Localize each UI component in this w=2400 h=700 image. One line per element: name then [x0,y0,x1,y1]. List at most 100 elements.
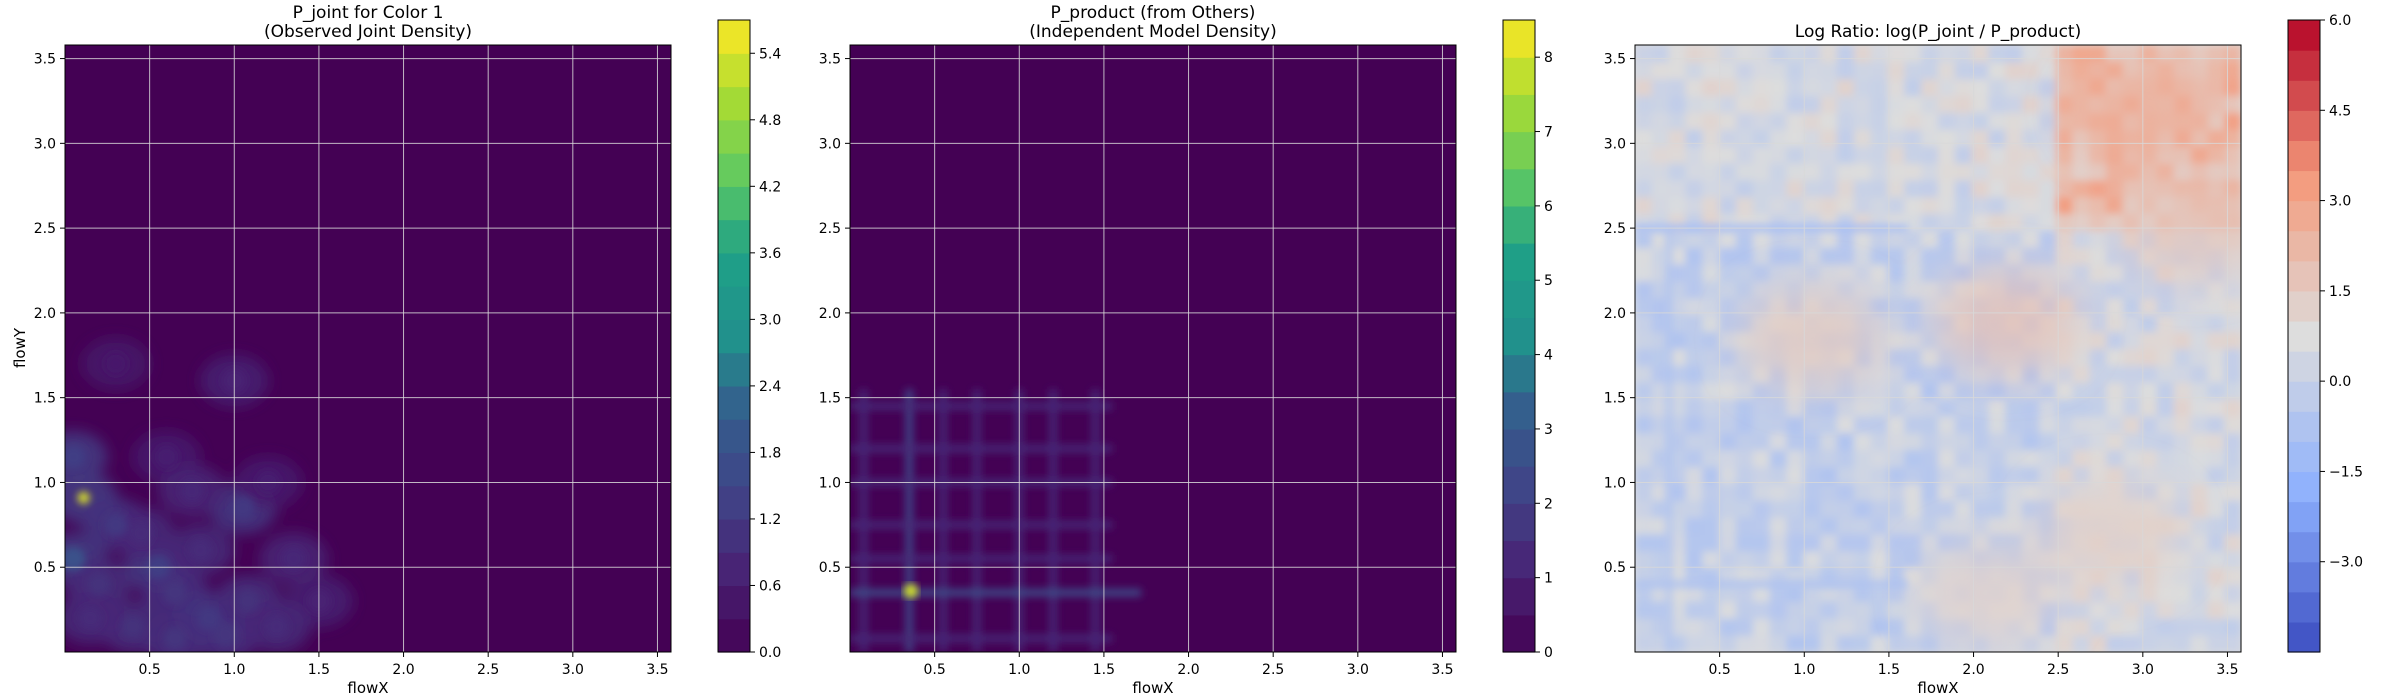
ratio-cell [1685,601,1703,619]
ratio-cell [1635,61,1653,80]
ratio-cell [1651,365,1670,383]
ratio-cell [2022,365,2040,383]
ratio-cell [2224,365,2241,383]
ratio-cell [2173,45,2191,63]
ratio-cell [1668,129,1686,147]
ratio-cell [1887,601,1905,619]
ratio-cell [1921,500,1939,518]
ratio-cell [2055,163,2074,181]
y-tick-label: 0.5 [819,560,841,576]
ratio-cell [1651,432,1670,451]
ratio-cell [1752,550,1771,569]
ratio-cell [1635,264,1653,282]
y-tick-label: 0.5 [34,560,56,576]
ratio-cell [2022,500,2040,518]
ratio-cell [1668,314,1686,333]
ratio-cell [1938,415,1956,434]
ratio-cell [1904,382,1922,400]
ratio-cell [1736,281,1754,299]
ratio-cell [1803,517,1821,535]
colorbar-tick-label: 3 [1544,422,1553,438]
ratio-cell [1719,95,1737,113]
ratio-cell [2072,584,2090,602]
y-tick-label: 3.0 [34,136,56,152]
colorbar-level [718,319,750,354]
ratio-cell [1820,95,1838,113]
ratio-cell [1635,415,1653,434]
ratio-cell [1752,61,1771,80]
ratio-cell [2224,129,2241,147]
colorbar-level [718,219,750,254]
ratio-cell [1853,196,1872,215]
ratio-cell [1752,432,1771,451]
ratio-cell [1685,399,1703,417]
ratio-cell [1752,415,1771,434]
ratio-cell [1837,146,1855,164]
ratio-cell [1904,112,1922,130]
ratio-cell [1904,129,1922,147]
ratio-cell [1938,264,1956,282]
ratio-cell [1837,196,1855,215]
ratio-cell [1668,533,1686,552]
ratio-cell [1651,247,1670,265]
ratio-cell [1752,129,1771,147]
ratio-cell [1719,163,1737,181]
ratio-cell [2005,432,2023,451]
ratio-cell [2072,415,2090,434]
ratio-cell [1702,601,1720,619]
ratio-cell [2005,112,2023,130]
ratio-cell [1786,584,1804,602]
ratio-cell [1736,129,1754,147]
ratio-cell [2106,348,2124,366]
ratio-cell [2005,163,2023,181]
ratio-cell [1971,399,1989,417]
ratio-cell [1887,61,1905,80]
colorbar-level [1503,94,1535,133]
panel-3-x-label: flowX [1917,679,1958,697]
ratio-cell [1719,415,1737,434]
colorbar-level [718,86,750,121]
y-tick-label: 1.5 [1604,391,1626,407]
ratio-cell [1988,517,2006,535]
ratio-cell [1954,483,1973,501]
ratio-cell [1904,78,1922,97]
ratio-cell [1837,618,1855,636]
ratio-cell [1870,517,1888,535]
ratio-cell [1702,129,1720,147]
ratio-cell [2055,196,2074,215]
ratio-cell [2055,146,2074,164]
ratio-cell [1685,230,1703,248]
ratio-cell [1651,618,1670,636]
ratio-cell [1685,196,1703,215]
ratio-cell [1921,314,1939,333]
ratio-cell [1719,500,1737,518]
ratio-cell [2106,415,2124,434]
ratio-cell [1651,399,1670,417]
ratio-cell [1702,635,1720,652]
ratio-cell [2123,432,2141,451]
ratio-cell [1904,584,1922,602]
colorbar-tick-label: 4.2 [759,179,781,195]
ratio-cell [2022,213,2040,231]
colorbar-level [2288,441,2320,473]
ratio-cell [2055,112,2074,130]
ratio-cell [1904,331,1922,349]
ratio-cell [1651,163,1670,181]
ratio-cell [1719,483,1737,501]
ratio-cell [2072,297,2090,316]
ratio-cell [2156,348,2175,366]
ratio-cell [1769,449,1787,468]
ratio-cell [1736,399,1754,417]
ratio-cell [1803,432,1821,451]
ratio-cell [2190,483,2208,501]
ratio-cell [2140,281,2158,299]
ratio-cell [1702,533,1720,552]
ratio-cell [1651,331,1670,349]
colorbar-tick-label: 0.6 [759,578,781,594]
ratio-cell [1752,483,1771,501]
colorbar-frame [717,19,751,653]
ratio-cell [1904,500,1922,518]
ratio-cell [1921,78,1939,97]
ratio-cell [2072,45,2090,63]
ratio-cell [2140,331,2158,349]
